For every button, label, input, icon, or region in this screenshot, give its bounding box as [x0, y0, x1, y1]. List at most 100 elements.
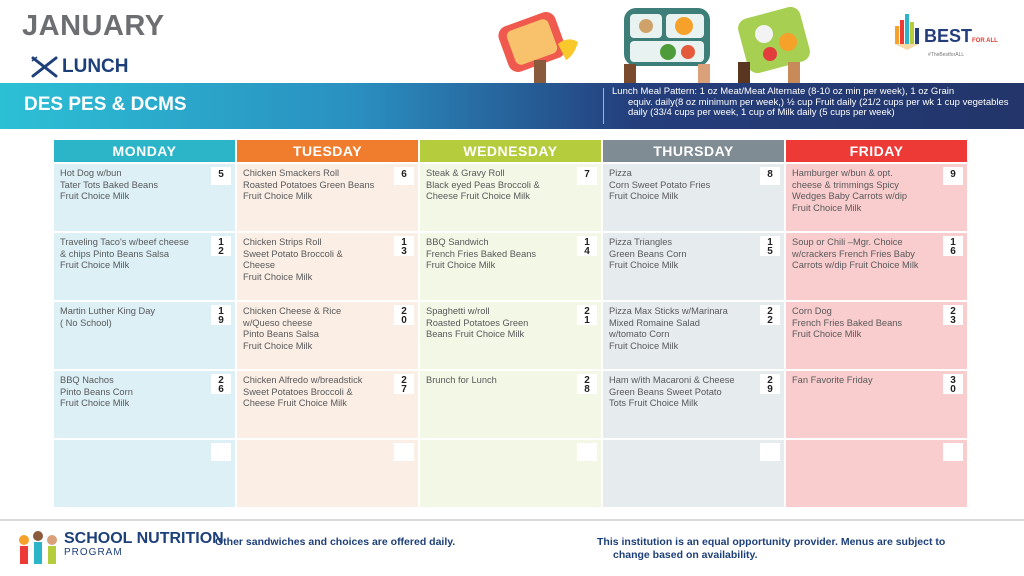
- menu-items: Fan Favorite Friday: [792, 375, 873, 385]
- program-name: SCHOOL NUTRITION: [64, 530, 224, 547]
- date-number: 3 0: [943, 374, 963, 395]
- school-banner: DES PES & DCMS Lunch Meal Pattern: 1 oz …: [0, 83, 1024, 129]
- menu-items: BBQ Nachos Pinto Beans Corn Fruit Choice…: [60, 375, 133, 408]
- menu-items: Steak & Gravy Roll Black eyed Peas Brocc…: [426, 168, 540, 201]
- date-number: 2 7: [394, 374, 414, 395]
- menu-cell-tuesday: Chicken Alfredo w/breadstick Sweet Potat…: [237, 371, 418, 438]
- footer-divider: [0, 519, 1024, 521]
- menu-cell-wednesday: Brunch for Lunch 2 8: [420, 371, 601, 438]
- menu-cell-friday: Soup or Chili –Mgr. Choice w/crackers Fr…: [786, 233, 967, 300]
- kids-group-icon: [19, 531, 57, 564]
- meal-pattern-note: Lunch Meal Pattern: 1 oz Meat/Meat Alter…: [612, 86, 1012, 119]
- logo-sub: FOR ALL: [972, 38, 998, 44]
- date-number: 1 4: [577, 236, 597, 257]
- date-number: 8: [760, 167, 780, 185]
- menu-cell-thursday: Ham w/ith Macaroni & Cheese Green Beans …: [603, 371, 784, 438]
- menu-cell-tuesday: [237, 440, 418, 507]
- menu-cell-thursday: Pizza Triangles Green Beans Corn Fruit C…: [603, 233, 784, 300]
- logo-tagline: #TheBestforALL: [928, 52, 965, 58]
- menu-calendar: MONDAY TUESDAY WEDNESDAY THURSDAY FRIDAY Hot …: [54, 140, 970, 508]
- menu-cell-wednesday: Steak & Gravy Roll Black eyed Peas Brocc…: [420, 164, 601, 231]
- menu-cell-monday: Traveling Taco's w/beef cheese & chips P…: [54, 233, 235, 300]
- menu-items: Pizza Max Sticks w/Marinara Mixed Romain…: [609, 306, 728, 351]
- menu-cell-wednesday: [420, 440, 601, 507]
- menu-items: Soup or Chili –Mgr. Choice w/crackers Fr…: [792, 237, 919, 270]
- date-number: 2 2: [760, 305, 780, 326]
- date-number: [760, 443, 780, 461]
- menu-cell-wednesday: Spaghetti w/roll Roasted Potatoes Green …: [420, 302, 601, 369]
- menu-cell-monday: Hot Dog w/bun Tater Tots Baked Beans Fru…: [54, 164, 235, 231]
- menu-cell-friday: Hamburger w/bun & opt. cheese & trimming…: [786, 164, 967, 231]
- day-header-tuesday: TUESDAY: [237, 140, 418, 162]
- date-number: [394, 443, 414, 461]
- equal-opportunity-line1: This institution is an equal opportunity…: [597, 536, 946, 548]
- date-number: 6: [394, 167, 414, 185]
- menu-items: Chicken Smackers Roll Roasted Potatoes G…: [243, 168, 375, 201]
- menu-items: BBQ Sandwich French Fries Baked Beans Fr…: [426, 237, 537, 270]
- food-trays-illustration: [498, 6, 810, 88]
- pencil-bars-icon: [895, 14, 919, 50]
- day-header-wednesday: WEDNESDAY: [420, 140, 601, 162]
- date-number: 1 9: [211, 305, 231, 326]
- date-number: 1 6: [943, 236, 963, 257]
- menu-items: Hamburger w/bun & opt. cheese & trimming…: [792, 168, 908, 213]
- date-number: 5: [211, 167, 231, 185]
- date-number: 9: [943, 167, 963, 185]
- day-header-monday: MONDAY: [54, 140, 235, 162]
- menu-items: Spaghetti w/roll Roasted Potatoes Green …: [426, 306, 529, 339]
- month-title: JANUARY: [22, 10, 165, 42]
- menu-cell-thursday: Pizza Corn Sweet Potato Fries Fruit Choi…: [603, 164, 784, 231]
- meal-label-text: LUNCH: [62, 56, 129, 77]
- date-number: [943, 443, 963, 461]
- date-number: [211, 443, 231, 461]
- meal-pattern-line1: Lunch Meal Pattern: 1 oz Meat/Meat Alter…: [612, 86, 955, 97]
- date-number: 2 6: [211, 374, 231, 395]
- school-nutrition-logo: SCHOOL NUTRITION PROGRAM: [16, 526, 224, 566]
- menu-items: Chicken Alfredo w/breadstick Sweet Potat…: [243, 375, 363, 408]
- banner-divider: [603, 88, 604, 124]
- day-header-thursday: THURSDAY: [603, 140, 784, 162]
- menu-items: Traveling Taco's w/beef cheese & chips P…: [60, 237, 189, 270]
- menu-cell-monday: Martin Luther King Day ( No School) 1 9: [54, 302, 235, 369]
- program-label: PROGRAM: [64, 547, 123, 558]
- menu-cell-monday: [54, 440, 235, 507]
- equal-opportunity-note: This institution is an equal opportunity…: [597, 536, 987, 561]
- date-number: 2 9: [760, 374, 780, 395]
- equal-opportunity-line2: change based on availability.: [613, 548, 758, 561]
- date-number: 2 0: [394, 305, 414, 326]
- menu-items: Ham w/ith Macaroni & Cheese Green Beans …: [609, 375, 735, 408]
- date-number: 1 3: [394, 236, 414, 257]
- school-name: DES PES & DCMS: [24, 94, 187, 115]
- menu-items: Pizza Triangles Green Beans Corn Fruit C…: [609, 237, 687, 270]
- menu-items: Chicken Cheese & Rice w/Queso cheese Pin…: [243, 306, 342, 351]
- meal-label: LUNCH: [30, 56, 129, 78]
- menu-items: Hot Dog w/bun Tater Tots Baked Beans Fru…: [60, 168, 159, 201]
- menu-cell-tuesday: Chicken Cheese & Rice w/Queso cheese Pin…: [237, 302, 418, 369]
- best-for-all-logo: BESTFOR ALL: [894, 12, 998, 50]
- meal-pattern-rest: equiv. daily(8 oz minimum per week,) ½ c…: [628, 96, 1009, 119]
- menu-items: Pizza Corn Sweet Potato Fries Fruit Choi…: [609, 168, 711, 201]
- day-header-friday: FRIDAY: [786, 140, 967, 162]
- menu-cell-wednesday: BBQ Sandwich French Fries Baked Beans Fr…: [420, 233, 601, 300]
- menu-cell-friday: Fan Favorite Friday 3 0: [786, 371, 967, 438]
- date-number: [577, 443, 597, 461]
- date-number: 2 8: [577, 374, 597, 395]
- date-number: 7: [577, 167, 597, 185]
- menu-cell-friday: Corn Dog French Fries Baked Beans Fruit …: [786, 302, 967, 369]
- logo-text: BEST: [924, 26, 973, 46]
- menu-cell-thursday: [603, 440, 784, 507]
- date-number: 1 2: [211, 236, 231, 257]
- menu-cell-friday: [786, 440, 967, 507]
- date-number: 2 3: [943, 305, 963, 326]
- date-number: 2 1: [577, 305, 597, 326]
- menu-items: Corn Dog French Fries Baked Beans Fruit …: [792, 306, 903, 339]
- menu-cell-thursday: Pizza Max Sticks w/Marinara Mixed Romain…: [603, 302, 784, 369]
- menu-cell-tuesday: Chicken Smackers Roll Roasted Potatoes G…: [237, 164, 418, 231]
- menu-cell-monday: BBQ Nachos Pinto Beans Corn Fruit Choice…: [54, 371, 235, 438]
- sandwich-note: Other sandwiches and choices are offered…: [215, 536, 456, 548]
- menu-cell-tuesday: Chicken Strips Roll Sweet Potato Broccol…: [237, 233, 418, 300]
- menu-items: Martin Luther King Day ( No School): [60, 306, 156, 328]
- date-number: 1 5: [760, 236, 780, 257]
- fork-knife-icon: [31, 56, 58, 78]
- menu-items: Brunch for Lunch: [426, 375, 497, 385]
